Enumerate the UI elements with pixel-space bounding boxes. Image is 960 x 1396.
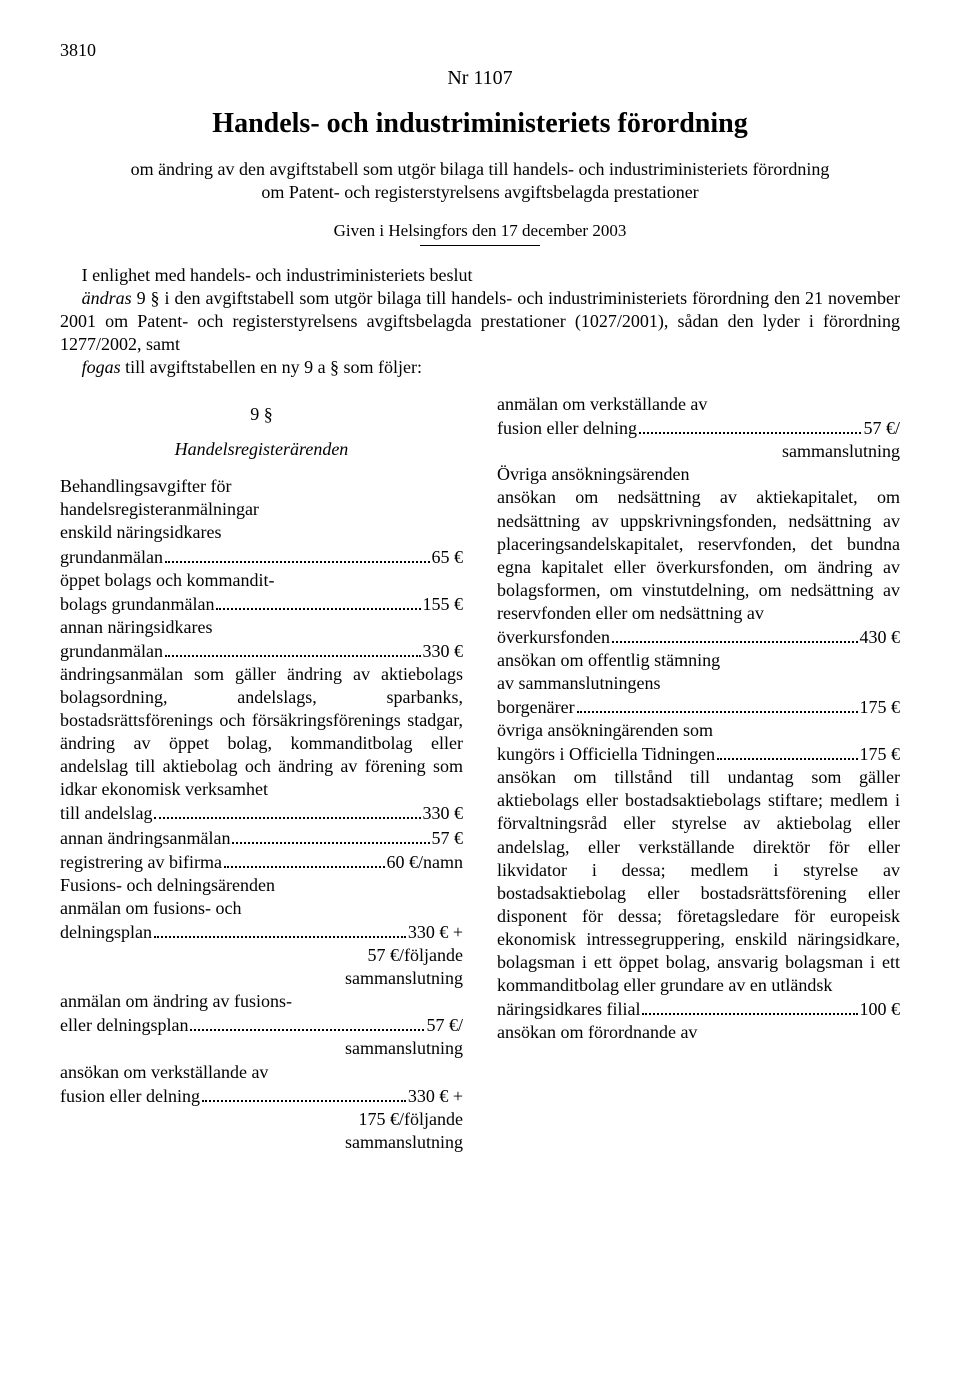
right-line: ansökan om förordnande av xyxy=(497,1021,900,1044)
fee-line: grundanmälan 330 € xyxy=(60,639,463,663)
fee-line: anmälan om verkställande av xyxy=(497,393,900,416)
fee-value: 60 €/namn xyxy=(387,851,464,874)
fee-line: bolags grundanmälan 155 € xyxy=(60,592,463,616)
right-line: av sammanslutningens xyxy=(497,672,900,695)
fee-value: 330 € xyxy=(423,802,464,825)
leader-dots xyxy=(154,801,420,819)
right-line: Övriga ansökningsärenden xyxy=(497,463,900,486)
fee-line: till andelslag 330 € xyxy=(60,801,463,825)
fee-line: enskild näringsidkares xyxy=(60,521,463,544)
fee-tail: sammanslutning xyxy=(60,1131,463,1154)
leader-dots xyxy=(165,639,421,657)
preamble-a: I enlighet med handels- och industrimini… xyxy=(82,265,473,285)
regulation-number: Nr 1107 xyxy=(60,67,900,90)
fee-label: bolags grundanmälan xyxy=(60,593,214,616)
fee-tail: sammanslutning xyxy=(60,1037,463,1060)
fee-label: grundanmälan xyxy=(60,546,163,569)
fee-value: 57 €/ xyxy=(426,1014,463,1037)
leader-dots xyxy=(154,920,406,938)
leader-dots xyxy=(612,625,858,643)
leader-dots xyxy=(216,592,420,610)
leader-dots xyxy=(202,1084,406,1102)
leader-dots xyxy=(642,997,857,1015)
leader-dots xyxy=(190,1013,424,1031)
fee-line: fusion eller delning 57 €/ xyxy=(497,416,900,440)
subtitle: om ändring av den avgiftstabell som utgö… xyxy=(120,158,840,203)
fee-value: 330 € + xyxy=(408,1085,463,1108)
left-line-2: handelsregisteranmälningar xyxy=(60,498,463,521)
preamble-c-prefix: fogas xyxy=(82,357,121,377)
leader-dots xyxy=(577,695,858,713)
right-line: övriga ansökningärenden som xyxy=(497,719,900,742)
page-number: 3810 xyxy=(60,40,900,61)
fee-line: annan ändringsanmälan 57 € xyxy=(60,825,463,849)
divider xyxy=(420,245,540,246)
title: Handels- och industriministeriets förord… xyxy=(60,108,900,140)
given-date: Given i Helsingfors den 17 december 2003 xyxy=(60,221,900,241)
fee-value: 330 € xyxy=(423,640,464,663)
fee-value: 430 € xyxy=(860,626,901,649)
fee-line: ansökan om verkställande av xyxy=(60,1061,463,1084)
fee-label: näringsidkares filial xyxy=(497,998,640,1021)
fee-label: överkursfonden xyxy=(497,626,610,649)
leader-dots xyxy=(224,850,385,868)
fee-label: fusion eller delning xyxy=(60,1085,200,1108)
fee-line: kungörs i Officiella Tidningen 175 € xyxy=(497,742,900,766)
fee-line: registrering av bifirma 60 €/namn xyxy=(60,850,463,874)
left-line-1: Behandlingsavgifter för xyxy=(60,475,463,498)
left-column: 9 § Handelsregisterärenden Behandlingsav… xyxy=(60,393,463,1154)
fee-label: delningsplan xyxy=(60,921,152,944)
page: 3810 Nr 1107 Handels- och industriminist… xyxy=(0,0,960,1194)
right-line: ansökan om offentlig stämning xyxy=(497,649,900,672)
leader-dots xyxy=(717,742,857,760)
right-paragraph: ansökan om tillstånd till undantag som g… xyxy=(497,766,900,996)
fee-tail: sammanslutning xyxy=(497,440,900,463)
preamble-b: 9 § i den avgiftstabell som utgör bilaga… xyxy=(60,288,900,354)
fee-line: överkursfonden 430 € xyxy=(497,625,900,649)
two-column-body: 9 § Handelsregisterärenden Behandlingsav… xyxy=(60,393,900,1154)
fee-value: 175 € xyxy=(860,696,901,719)
leader-dots xyxy=(639,416,862,434)
preamble-b-prefix: ändras xyxy=(82,288,132,308)
preamble-c: till avgiftstabellen en ny 9 a § som föl… xyxy=(121,357,422,377)
left-line: Fusions- och delningsärenden xyxy=(60,874,463,897)
fee-tail: 57 €/följande xyxy=(60,944,463,967)
fee-line: anmälan om ändring av fusions- xyxy=(60,990,463,1013)
preamble: I enlighet med handels- och industrimini… xyxy=(60,264,900,379)
fee-label: eller delningsplan xyxy=(60,1014,188,1037)
fee-label: till andelslag xyxy=(60,802,152,825)
leader-dots xyxy=(165,544,430,562)
fee-line: borgenärer 175 € xyxy=(497,695,900,719)
fee-value: 65 € xyxy=(432,546,464,569)
section-heading: Handelsregisterärenden xyxy=(60,438,463,461)
fee-label: fusion eller delning xyxy=(497,417,637,440)
right-column: anmälan om verkställande av fusion eller… xyxy=(497,393,900,1154)
fee-label: annan ändringsanmälan xyxy=(60,827,230,850)
fee-label: grundanmälan xyxy=(60,640,163,663)
section-number: 9 § xyxy=(60,403,463,426)
fee-value: 330 € + xyxy=(408,921,463,944)
fee-line: näringsidkares filial 100 € xyxy=(497,997,900,1021)
fee-label: kungörs i Officiella Tidningen xyxy=(497,743,715,766)
fee-tail: sammanslutning xyxy=(60,967,463,990)
fee-value: 57 €/ xyxy=(863,417,900,440)
left-paragraph: ändringsanmälan som gäller ändring av ak… xyxy=(60,663,463,801)
leader-dots xyxy=(232,825,429,843)
fee-label: borgenärer xyxy=(497,696,575,719)
fee-line: fusion eller delning 330 € + xyxy=(60,1084,463,1108)
fee-line: anmälan om fusions- och xyxy=(60,897,463,920)
fee-value: 57 € xyxy=(432,827,464,850)
fee-value: 175 € xyxy=(860,743,901,766)
right-paragraph: ansökan om nedsättning av aktiekapitalet… xyxy=(497,486,900,624)
fee-line: delningsplan 330 € + xyxy=(60,920,463,944)
fee-value: 100 € xyxy=(860,998,901,1021)
fee-value: 155 € xyxy=(423,593,464,616)
fee-tail: 175 €/följande xyxy=(60,1108,463,1131)
fee-line: annan näringsidkares xyxy=(60,616,463,639)
fee-line: öppet bolags och kommandit- xyxy=(60,569,463,592)
fee-line: grundanmälan 65 € xyxy=(60,544,463,568)
fee-line: eller delningsplan 57 €/ xyxy=(60,1013,463,1037)
fee-label: registrering av bifirma xyxy=(60,851,222,874)
